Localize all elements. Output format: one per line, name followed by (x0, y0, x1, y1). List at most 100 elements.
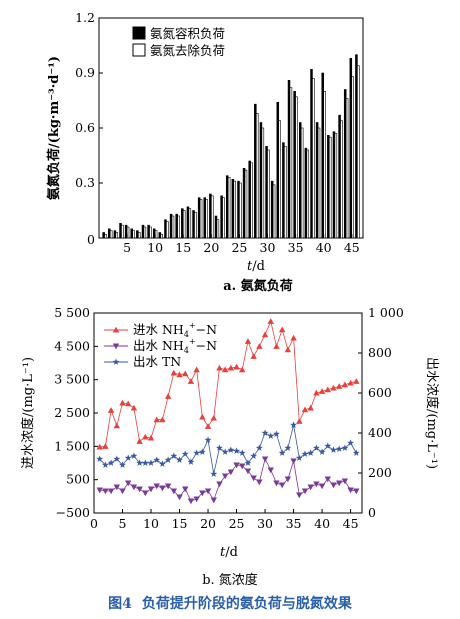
bar-removal-load (261, 127, 265, 239)
x-tick-label-b: 45 (343, 516, 359, 531)
point-effluent-nh4 (353, 488, 360, 495)
bar-removal-load (295, 96, 298, 239)
point-influent-nh4 (341, 381, 349, 388)
point-effluent-tn (193, 449, 201, 456)
bar-removal-load (323, 91, 326, 239)
x-tick-label-a: 45 (344, 240, 360, 255)
point-effluent-nh4 (335, 480, 343, 487)
y-ticks-b-left: −500 500 1 500 2 500 3 500 4 500 5 500 (54, 305, 98, 520)
bar-removal-load (278, 120, 281, 239)
legend-label-effluent-tn: 出水 TN (133, 354, 181, 369)
point-effluent-nh4 (204, 488, 212, 495)
legend-marker-effluent-nh4 (112, 343, 120, 350)
bar-removal-load (104, 234, 107, 239)
bar-removal-load (250, 162, 253, 239)
bar-removal-load (211, 195, 214, 239)
x-tick-label-b: 30 (257, 516, 273, 531)
point-effluent-tn (141, 459, 149, 466)
y-tick-label-b-right: 200 (368, 465, 392, 480)
bar-removal-load (115, 232, 119, 239)
x-tick-label-b: 25 (229, 516, 245, 531)
x-tick-label-a: 30 (260, 240, 276, 255)
point-effluent-tn (221, 448, 229, 455)
bar-removal-load (126, 226, 130, 239)
point-effluent-nh4 (153, 483, 160, 490)
x-ticks-a: 5 10 15 20 25 30 35 40 45 (123, 234, 360, 255)
point-effluent-tn (136, 459, 144, 466)
y-ticks-a: 0.3 0.6 0.9 1.2 0 (75, 10, 103, 247)
bar-removal-load (306, 149, 310, 239)
x-tick-label-a: 20 (203, 240, 219, 255)
point-effluent-nh4 (341, 478, 349, 485)
point-effluent-nh4 (244, 468, 252, 475)
bar-removal-load (143, 226, 147, 239)
point-effluent-nh4 (307, 484, 314, 491)
point-effluent-tn (295, 454, 303, 461)
bar-removal-load (272, 184, 276, 239)
bar-removal-load (109, 230, 113, 239)
y-axis-label-a: 氨氮负荷/(kg·m⁻³·d⁻¹) (46, 56, 62, 201)
y-tick-label-b-left: −500 (56, 505, 90, 520)
point-effluent-tn (312, 444, 320, 451)
point-influent-nh4 (136, 438, 143, 444)
bar-removal-load (132, 230, 135, 239)
legend-label-volume-load: 氨氮容积负荷 (150, 26, 225, 41)
point-effluent-tn (273, 430, 280, 437)
legend-marker-effluent-tn (112, 358, 120, 365)
y-tick-label-b-right: 400 (368, 425, 392, 440)
point-influent-nh4 (142, 433, 149, 440)
y-ticks-b-right: 0 200 400 600 800 1 000 (358, 305, 404, 520)
x-tick-label-a: 5 (123, 240, 131, 255)
x-tick-label-b: 5 (119, 516, 127, 531)
point-influent-nh4 (159, 416, 166, 423)
point-influent-nh4 (107, 407, 115, 413)
point-influent-nh4 (335, 383, 343, 389)
y-tick-label-a: 0.6 (75, 120, 95, 135)
legend-label-effluent-nh4: 出水 NH4+−N (133, 337, 217, 355)
point-influent-nh4 (153, 416, 160, 423)
caption-a: a. 氨氮负荷 (223, 278, 292, 294)
point-effluent-tn (119, 461, 126, 468)
bar-removal-load (328, 136, 332, 239)
point-effluent-tn (238, 449, 246, 456)
point-effluent-tn (318, 448, 326, 455)
point-effluent-tn (324, 442, 332, 449)
point-effluent-nh4 (102, 488, 109, 495)
bar-removal-load (177, 215, 180, 239)
bar-removal-load (182, 210, 186, 239)
point-influent-nh4 (147, 434, 155, 441)
point-effluent-nh4 (330, 482, 337, 489)
legend-a: 氨氮容积负荷 氨氮去除负荷 (132, 26, 225, 58)
y-tick-label-b-left: 5 500 (54, 305, 90, 320)
bar-removal-load (267, 149, 270, 239)
point-effluent-tn (113, 455, 121, 462)
bar-removal-load (239, 182, 242, 239)
point-effluent-nh4 (239, 463, 246, 470)
point-effluent-tn (198, 448, 206, 455)
point-effluent-tn (244, 459, 252, 466)
legend-swatch-removal-load (132, 43, 146, 57)
point-effluent-tn (301, 450, 309, 457)
point-effluent-nh4 (301, 488, 309, 495)
y-tick-label-a: 0.3 (75, 175, 95, 190)
point-effluent-tn (107, 459, 115, 466)
y-tick-label-b-right: 600 (368, 385, 392, 400)
point-effluent-tn (124, 454, 132, 461)
point-influent-nh4 (347, 379, 354, 386)
point-influent-nh4 (176, 371, 183, 378)
point-effluent-nh4 (210, 497, 217, 504)
point-effluent-tn (261, 429, 269, 436)
point-effluent-tn (307, 449, 315, 456)
point-influent-nh4 (284, 346, 292, 353)
bar-removal-load (138, 232, 141, 239)
x-ticks-b: 0 5 10 15 20 25 30 35 40 45 (90, 509, 359, 531)
caption-b: b. 氮浓度 (202, 572, 258, 588)
bar-removal-load (222, 197, 225, 239)
bar-removal-load (227, 177, 231, 239)
y-axis-label-b-left: 进水浓度/(mg·L⁻¹) (20, 357, 36, 469)
point-effluent-tn (210, 470, 218, 477)
point-effluent-nh4 (324, 476, 331, 483)
point-influent-nh4 (301, 406, 309, 413)
point-effluent-nh4 (318, 483, 326, 490)
